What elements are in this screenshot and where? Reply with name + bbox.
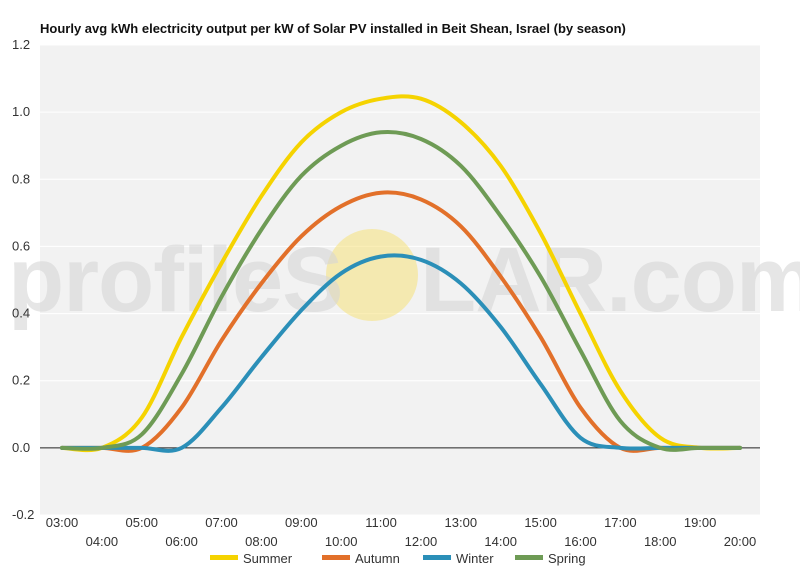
x-tick-label: 05:00 — [125, 515, 158, 530]
watermark-text-right: LAR.com — [420, 229, 800, 331]
x-tick-label: 10:00 — [325, 534, 358, 549]
y-tick-label: 0.2 — [12, 373, 30, 388]
series-lines — [60, 94, 742, 453]
legend-swatch — [423, 555, 451, 560]
x-tick-label: 08:00 — [245, 534, 278, 549]
y-tick-label: 0.4 — [12, 306, 30, 321]
x-tick-label: 06:00 — [165, 534, 198, 549]
series-line-spring — [60, 130, 742, 452]
legend-swatch — [322, 555, 350, 560]
x-tick-label: 13:00 — [445, 515, 478, 530]
x-tick-label: 19:00 — [684, 515, 717, 530]
legend: Summer Autumn Winter Spring — [210, 551, 586, 566]
y-tick-label: -0.2 — [12, 507, 34, 522]
legend-swatch — [515, 555, 543, 560]
x-tick-label: 14:00 — [484, 534, 517, 549]
x-tick-label: 18:00 — [644, 534, 677, 549]
watermark: profileS LAR.com — [8, 229, 800, 331]
x-tick-label: 04:00 — [86, 534, 119, 549]
watermark-text-left: profileS — [8, 229, 342, 331]
y-axis-ticks: -0.2 0.0 0.2 0.4 0.6 0.8 1.0 1.2 — [12, 37, 34, 522]
chart-title: Hourly avg kWh electricity output per kW… — [40, 21, 626, 36]
series-line-summer — [60, 94, 742, 453]
x-tick-label: 17:00 — [604, 515, 637, 530]
legend-label: Summer — [243, 551, 293, 566]
x-tick-label: 03:00 — [46, 515, 79, 530]
y-tick-label: 0.8 — [12, 171, 30, 186]
x-tick-label: 09:00 — [285, 515, 318, 530]
y-tick-label: 0.0 — [12, 440, 30, 455]
x-axis-ticks: 03:00 04:00 05:00 06:00 07:00 08:00 09:00 10:00… — [46, 515, 757, 549]
y-tick-label: 0.6 — [12, 238, 30, 253]
legend-swatch — [210, 555, 238, 560]
x-tick-label: 12:00 — [405, 534, 438, 549]
y-tick-label: 1.0 — [12, 104, 30, 119]
legend-label: Spring — [548, 551, 586, 566]
grid — [40, 44, 760, 516]
legend-label: Winter — [456, 551, 494, 566]
x-tick-label: 16:00 — [564, 534, 597, 549]
y-tick-label: 1.2 — [12, 37, 30, 52]
x-tick-label: 11:00 — [365, 515, 397, 530]
watermark-sun-icon — [326, 229, 418, 321]
x-tick-label: 07:00 — [205, 515, 238, 530]
x-tick-label: 15:00 — [524, 515, 557, 530]
legend-label: Autumn — [355, 551, 400, 566]
series-line-winter — [60, 253, 742, 453]
x-tick-label: 20:00 — [724, 534, 757, 549]
